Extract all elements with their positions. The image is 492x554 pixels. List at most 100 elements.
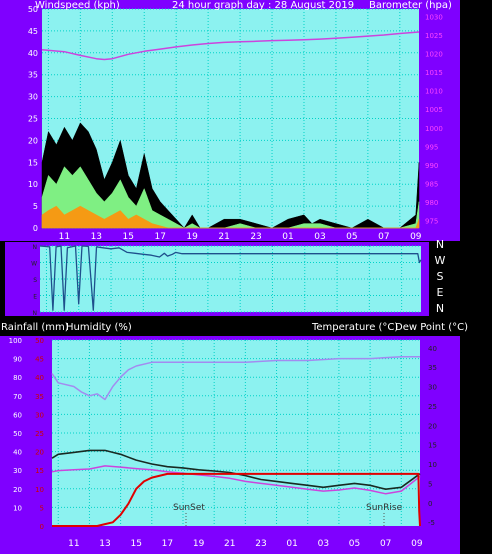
time-tick-label: 19 — [193, 539, 205, 549]
barometer-tick-label: 1020 — [425, 51, 443, 59]
humidity-tick-label: 30 — [13, 467, 22, 475]
sunrise-label: SunRise — [366, 503, 403, 513]
gust-area — [41, 122, 420, 229]
temperature-tick-label: 5 — [428, 480, 432, 488]
time-tick-label: 03 — [314, 232, 325, 242]
humidity-tick-label: 90 — [13, 356, 22, 364]
windspeed-tick-label: 30 — [28, 93, 38, 102]
chart-title: 24 hour graph day : 28 August 2019 — [172, 0, 354, 11]
direction-line — [39, 245, 422, 311]
rainfall-tick-label: 35 — [35, 393, 44, 401]
temperature-tick-label: 20 — [428, 422, 437, 430]
barometer-axis-ticks: 975 980 985 990 995 1000 1005 1010 1015 1020 1025 1… — [425, 13, 443, 225]
windspeed-tick-label: 20 — [28, 136, 38, 145]
direction-axis-ticks: N W S E N — [31, 244, 37, 317]
barometer-tick-label: 1015 — [425, 69, 443, 77]
barometer-tick-label: 1030 — [425, 13, 443, 21]
time-tick-label: 01 — [282, 232, 293, 242]
windspeed-tick-label: 10 — [28, 180, 38, 189]
rainfall-tick-label: 10 — [35, 486, 44, 494]
wind-series — [41, 31, 420, 229]
rainfall-tick-label: 50 — [35, 337, 44, 345]
barometer-tick-label: 975 — [425, 218, 438, 226]
time-tick-label: 15 — [130, 539, 141, 549]
temperature-axis-label: Temperature (°C) — [311, 322, 398, 333]
windspeed-tick-label: 50 — [28, 5, 38, 14]
compass-letter: S — [437, 270, 444, 283]
humidity-axis-ticks: 10 20 30 40 50 60 70 80 90 100 0 5 10 15 20 25 30 35 40 45 5… — [9, 337, 44, 531]
wind-grid — [42, 8, 419, 229]
temperature-tick-label: 30 — [428, 384, 437, 392]
rainfall-axis-label: Rainfall (mm) — [1, 322, 69, 333]
temperature-series — [51, 355, 421, 527]
time-tick-label: 13 — [99, 539, 110, 549]
time-tick-label: 07 — [380, 539, 391, 549]
direction-series — [39, 245, 422, 311]
temperature-tick-label: 0 — [428, 500, 432, 508]
windspeed-tick-label: 0 — [33, 224, 38, 233]
rainfall-tick-label: 20 — [35, 449, 44, 457]
rainfall-tick-label: 5 — [40, 504, 44, 512]
temperature-tick-label: 15 — [428, 442, 437, 450]
time-tick-label: 17 — [162, 539, 173, 549]
direction-tick-label: N — [33, 244, 38, 251]
time-tick-label: 03 — [318, 539, 329, 549]
humidity-tick-label: 40 — [13, 449, 22, 457]
time-tick-label: 09 — [411, 539, 423, 549]
humidity-tick-label: 80 — [13, 374, 22, 382]
temperature-time-axis: 11 13 15 17 19 21 23 01 03 05 07 09 — [68, 539, 423, 549]
temperature-tick-label: -5 — [428, 519, 435, 527]
time-tick-label: 09 — [410, 232, 422, 242]
temperature-axis-ticks: -5 0 5 10 15 20 25 30 35 40 — [428, 345, 437, 527]
rainfall-tick-label: 45 — [35, 356, 44, 364]
windspeed-tick-label: 15 — [28, 158, 38, 167]
direction-grid — [40, 245, 421, 313]
time-tick-label: 13 — [91, 232, 102, 242]
rainfall-tick-label: 30 — [35, 411, 44, 419]
wind-time-axis: 11 13 15 17 19 21 23 01 03 05 07 09 — [59, 232, 422, 242]
humidity-line — [51, 355, 420, 401]
time-tick-label: 05 — [346, 232, 357, 242]
time-tick-label: 11 — [59, 232, 70, 242]
barometer-line — [41, 31, 420, 61]
time-tick-label: 19 — [186, 232, 198, 242]
compass-letter: N — [436, 302, 444, 315]
humidity-tick-label: 60 — [13, 411, 22, 419]
direction-tick-label: N — [33, 310, 38, 317]
dewpoint-line — [51, 465, 421, 495]
barometer-tick-label: 1000 — [425, 125, 443, 133]
humidity-tick-label: 10 — [13, 504, 22, 512]
rainfall-tick-label: 25 — [35, 430, 44, 438]
sunset-label: SunSet — [173, 503, 205, 513]
windspeed-tick-label: 45 — [28, 27, 38, 36]
temperature-tick-label: 25 — [428, 403, 437, 411]
barometer-tick-label: 1010 — [425, 88, 443, 96]
temperature-tick-label: 35 — [428, 364, 437, 372]
windspeed-tick-label: 40 — [28, 49, 38, 58]
temperature-tick-label: 10 — [428, 461, 437, 469]
time-tick-label: 11 — [68, 539, 79, 549]
compass-letter: E — [437, 286, 444, 299]
barometer-axis-label: Barometer (hpa) — [369, 0, 452, 11]
temperature-tick-label: 40 — [428, 345, 437, 353]
compass-letter: W — [435, 254, 446, 267]
temperature-line — [51, 449, 421, 490]
rainfall-tick-label: 0 — [40, 523, 44, 531]
time-tick-label: 23 — [255, 539, 266, 549]
direction-tick-label: W — [31, 261, 37, 268]
barometer-tick-label: 985 — [425, 180, 438, 188]
time-tick-label: 01 — [286, 539, 297, 549]
time-tick-label: 21 — [218, 232, 229, 242]
time-tick-label: 17 — [154, 232, 165, 242]
windspeed-axis-ticks: 0 5 10 15 20 25 30 35 40 45 50 — [28, 5, 38, 233]
direction-tick-label: E — [33, 294, 37, 301]
windspeed-tick-label: 25 — [28, 115, 38, 124]
time-tick-label: 15 — [123, 232, 134, 242]
humidity-axis-label: Humidity (%) — [66, 322, 132, 333]
rainfall-tick-label: 40 — [35, 374, 44, 382]
barometer-tick-label: 980 — [425, 199, 438, 207]
time-tick-label: 05 — [349, 539, 360, 549]
rainfall-line — [52, 472, 421, 527]
